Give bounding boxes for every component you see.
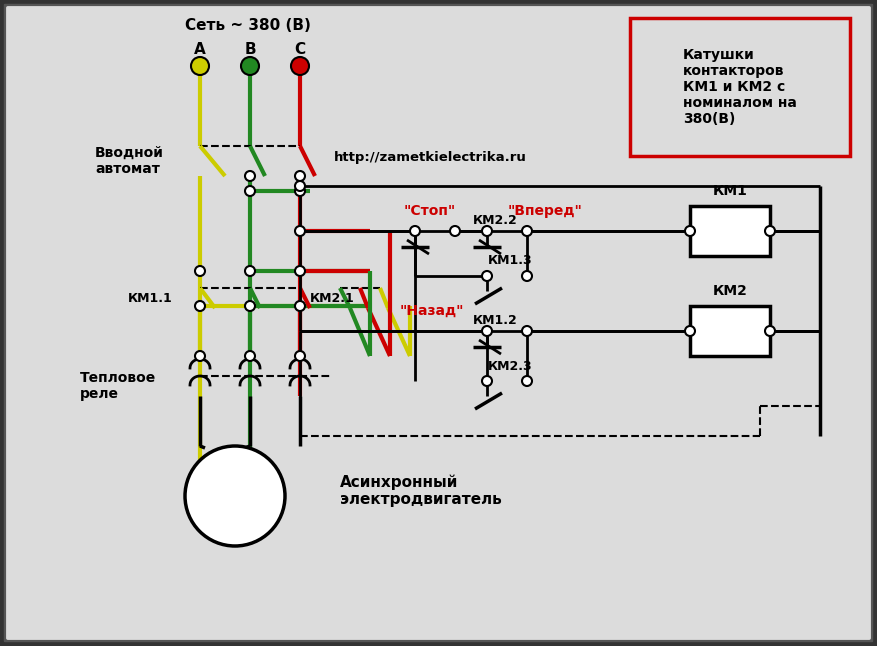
Text: А: А — [194, 41, 206, 56]
Circle shape — [291, 57, 309, 75]
Text: "Стоп": "Стоп" — [404, 204, 456, 218]
Text: Тепловое
реле: Тепловое реле — [80, 371, 156, 401]
Circle shape — [245, 171, 255, 181]
Circle shape — [450, 226, 460, 236]
Circle shape — [245, 351, 255, 361]
Circle shape — [195, 301, 205, 311]
Text: http://zametkielectrika.ru: http://zametkielectrika.ru — [333, 152, 526, 165]
Text: КМ2.3: КМ2.3 — [488, 360, 532, 373]
Circle shape — [482, 271, 492, 281]
Text: КМ1.2: КМ1.2 — [473, 315, 517, 328]
Circle shape — [245, 186, 255, 196]
Text: "Вперед": "Вперед" — [508, 204, 582, 218]
Text: КМ2.2: КМ2.2 — [473, 214, 517, 227]
Circle shape — [185, 446, 285, 546]
Bar — [690, 306, 770, 356]
Circle shape — [295, 351, 305, 361]
Text: КМ2.1: КМ2.1 — [310, 291, 355, 304]
Text: КМ2: КМ2 — [712, 284, 747, 298]
Circle shape — [241, 57, 259, 75]
Circle shape — [295, 171, 305, 181]
Circle shape — [195, 351, 205, 361]
Circle shape — [295, 266, 305, 276]
Circle shape — [765, 326, 775, 336]
Circle shape — [765, 226, 775, 236]
Circle shape — [295, 186, 305, 196]
Circle shape — [295, 181, 305, 191]
Circle shape — [410, 226, 420, 236]
Circle shape — [685, 226, 695, 236]
Bar — [690, 206, 770, 256]
Text: Сеть ~ 380 (В): Сеть ~ 380 (В) — [185, 19, 311, 34]
Text: КМ1.3: КМ1.3 — [488, 255, 532, 267]
Circle shape — [245, 301, 255, 311]
Circle shape — [482, 326, 492, 336]
Text: Асинхронный
электродвигатель: Асинхронный электродвигатель — [340, 475, 502, 508]
Circle shape — [522, 376, 532, 386]
Text: Вводной
автомат: Вводной автомат — [95, 146, 164, 176]
Circle shape — [522, 271, 532, 281]
Text: С: С — [295, 41, 305, 56]
Circle shape — [295, 226, 305, 236]
Circle shape — [191, 57, 209, 75]
Text: Катушки
контакторов
КМ1 и КМ2 с
номиналом на
380(В): Катушки контакторов КМ1 и КМ2 с номинало… — [683, 48, 797, 127]
Circle shape — [522, 326, 532, 336]
Circle shape — [522, 226, 532, 236]
FancyBboxPatch shape — [4, 4, 873, 642]
Circle shape — [195, 266, 205, 276]
Text: В: В — [244, 41, 256, 56]
FancyBboxPatch shape — [630, 18, 850, 156]
Circle shape — [482, 376, 492, 386]
Circle shape — [295, 301, 305, 311]
Text: "Назад": "Назад" — [400, 304, 464, 318]
Text: КМ1: КМ1 — [712, 184, 747, 198]
Text: КМ1.1: КМ1.1 — [128, 291, 173, 304]
Circle shape — [245, 266, 255, 276]
Circle shape — [685, 326, 695, 336]
Circle shape — [482, 226, 492, 236]
